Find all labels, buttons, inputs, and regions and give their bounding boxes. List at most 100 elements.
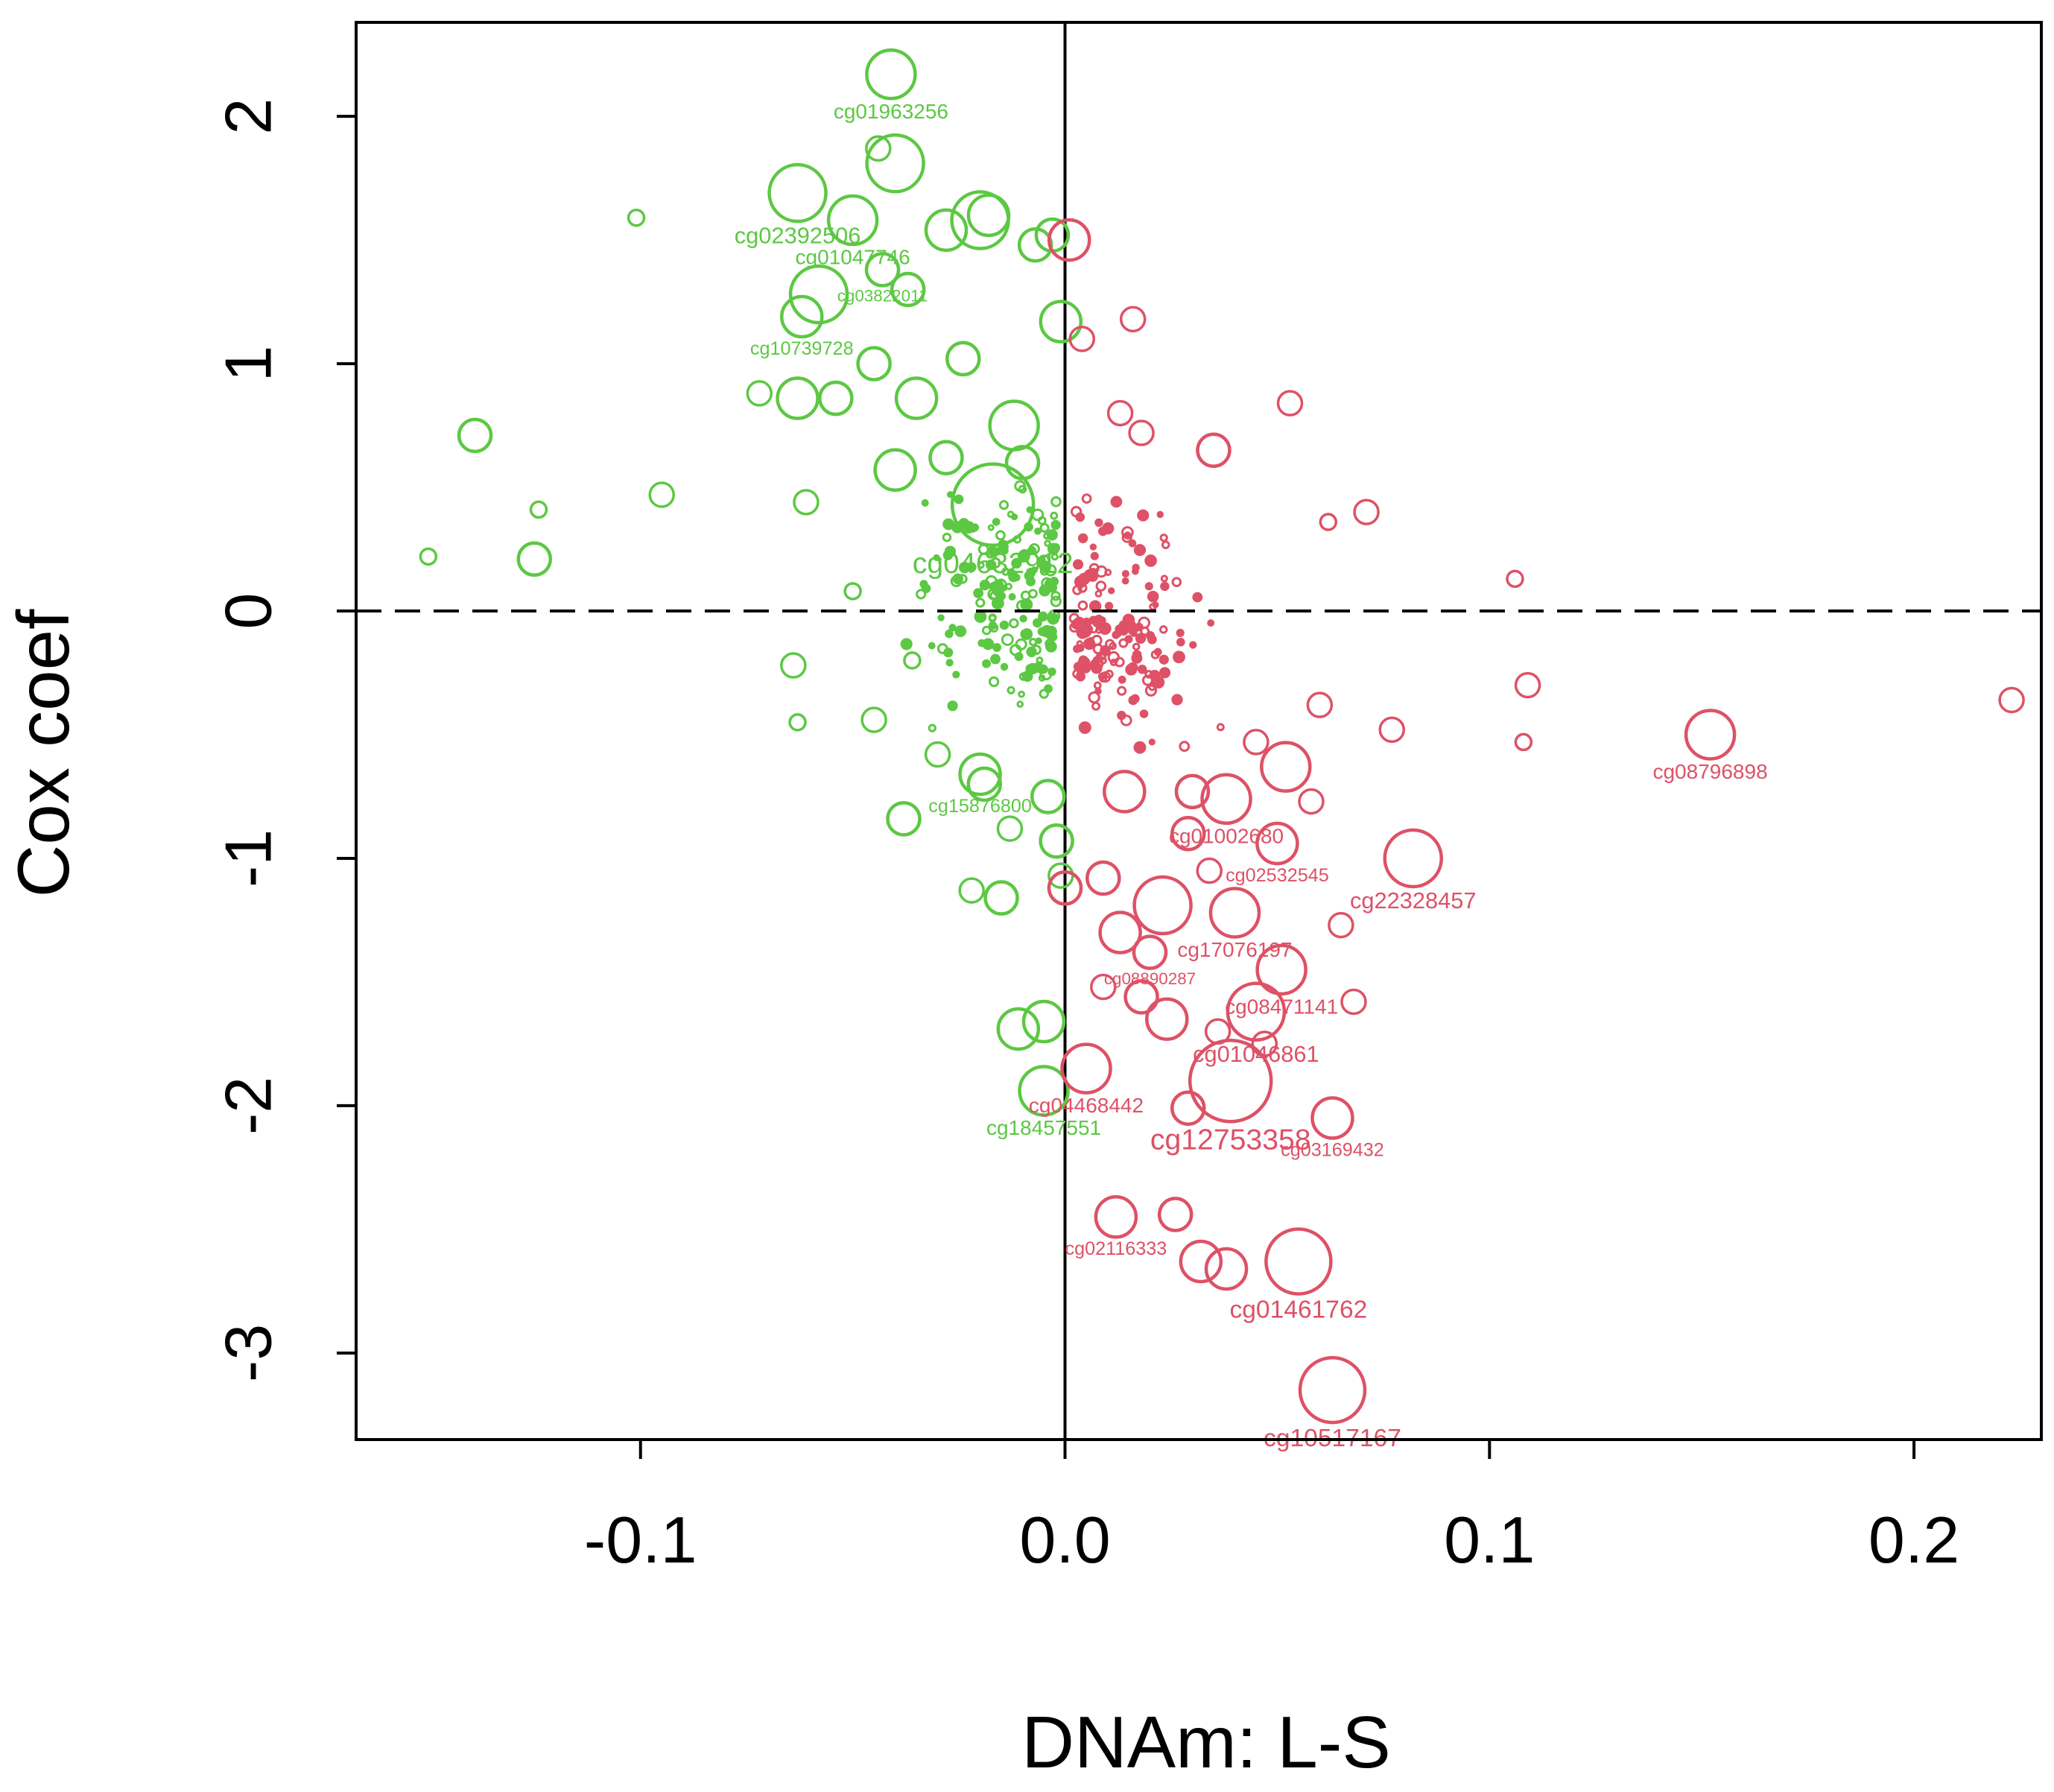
point-label: cg10739728	[750, 338, 854, 359]
minor-point	[1121, 577, 1129, 585]
minor-point	[988, 613, 997, 622]
point-label: cg04468442	[1029, 1094, 1144, 1117]
minor-point	[1001, 633, 1014, 646]
minor-point	[1011, 557, 1022, 569]
data-point	[1170, 816, 1206, 852]
point-label: cg18457551	[986, 1116, 1101, 1139]
minor-point	[987, 524, 995, 531]
data-point	[627, 208, 646, 227]
point-label: cg12753358	[1150, 1124, 1311, 1156]
minor-point	[1158, 625, 1168, 634]
data-point	[1328, 911, 1354, 939]
minor-point	[1117, 686, 1127, 696]
minor-point	[1034, 527, 1042, 535]
data-point	[1128, 419, 1155, 446]
data-point	[886, 801, 922, 837]
minor-point	[1019, 615, 1027, 623]
data-point	[1085, 860, 1121, 896]
minor-point	[989, 623, 999, 633]
data-point	[1310, 1096, 1354, 1140]
data-point	[1196, 857, 1223, 884]
minor-point	[1001, 567, 1010, 576]
minor-point	[1158, 654, 1169, 665]
minor-point	[1095, 580, 1107, 592]
data-point	[860, 706, 887, 733]
minor-point	[994, 598, 1003, 607]
y-tick-label: 1	[212, 346, 285, 382]
data-point	[1340, 988, 1367, 1016]
minor-point	[1141, 674, 1153, 686]
minor-point	[900, 638, 913, 650]
minor-point	[1140, 626, 1150, 636]
minor-point	[1117, 710, 1126, 721]
data-point	[1103, 770, 1147, 814]
y-tick-label: 0	[212, 593, 285, 630]
y-tick-label: 2	[212, 98, 285, 135]
minor-point	[977, 561, 985, 569]
minor-point	[1176, 628, 1185, 638]
data-point	[843, 582, 862, 601]
minor-point	[1107, 587, 1115, 595]
data-point	[894, 376, 939, 420]
minor-point	[992, 643, 1002, 653]
minor-point	[1093, 681, 1102, 690]
point-label: cg01047746	[796, 246, 910, 269]
minor-point	[1017, 550, 1030, 563]
minor-point	[973, 588, 984, 598]
minor-point	[1171, 577, 1182, 587]
data-point	[1039, 823, 1074, 859]
minor-point	[1026, 646, 1037, 657]
data-point	[1383, 828, 1443, 889]
data-point	[1090, 973, 1117, 1001]
data-point	[1039, 300, 1083, 343]
minor-point	[1160, 581, 1170, 592]
minor-point	[1137, 509, 1150, 522]
minor-point	[1094, 589, 1103, 598]
minor-point	[1037, 516, 1047, 525]
minor-point	[1027, 662, 1039, 674]
minor-point	[1045, 641, 1057, 653]
minor-point	[1098, 526, 1108, 536]
minor-point	[990, 653, 1001, 665]
data-point	[1684, 709, 1737, 761]
data-point	[1319, 513, 1338, 531]
minor-point	[1158, 667, 1171, 679]
data-point	[1170, 1090, 1206, 1126]
minor-point	[916, 589, 927, 600]
minor-point	[1135, 633, 1147, 644]
minor-point	[945, 629, 954, 639]
data-point	[1204, 1247, 1249, 1291]
data-point	[924, 741, 951, 768]
data-point	[780, 294, 824, 339]
background-points	[900, 480, 1225, 754]
minor-point	[1176, 637, 1185, 647]
y-tick-label: -1	[212, 829, 285, 887]
minor-point	[952, 573, 963, 585]
minor-point	[1120, 714, 1132, 726]
point-label: cg22328457	[1350, 887, 1477, 914]
minor-point	[1156, 510, 1164, 519]
minor-point	[943, 648, 954, 658]
x-tick-label: 0.0	[1019, 1503, 1110, 1577]
minor-point	[1018, 484, 1027, 494]
data-point	[983, 880, 1019, 916]
minor-point	[954, 494, 964, 504]
minor-point	[1030, 566, 1038, 574]
axes: -0.1 0.0 0.1 0.2 -3 -2 -1 0 1 2	[212, 98, 1960, 1577]
point-label: cg17076197	[1177, 938, 1292, 961]
minor-point	[1038, 611, 1048, 622]
minor-point	[1133, 741, 1147, 754]
minor-point	[1009, 618, 1019, 629]
data-point	[1068, 326, 1096, 352]
minor-point	[992, 517, 1001, 526]
minor-point	[948, 624, 957, 632]
minor-point	[995, 530, 1006, 541]
data-point	[864, 252, 901, 288]
minor-point	[928, 642, 936, 650]
minor-point	[1074, 575, 1087, 589]
minor-point	[999, 620, 1009, 630]
minor-point	[947, 700, 958, 712]
minor-point	[1121, 532, 1132, 543]
minor-point	[1133, 544, 1147, 557]
